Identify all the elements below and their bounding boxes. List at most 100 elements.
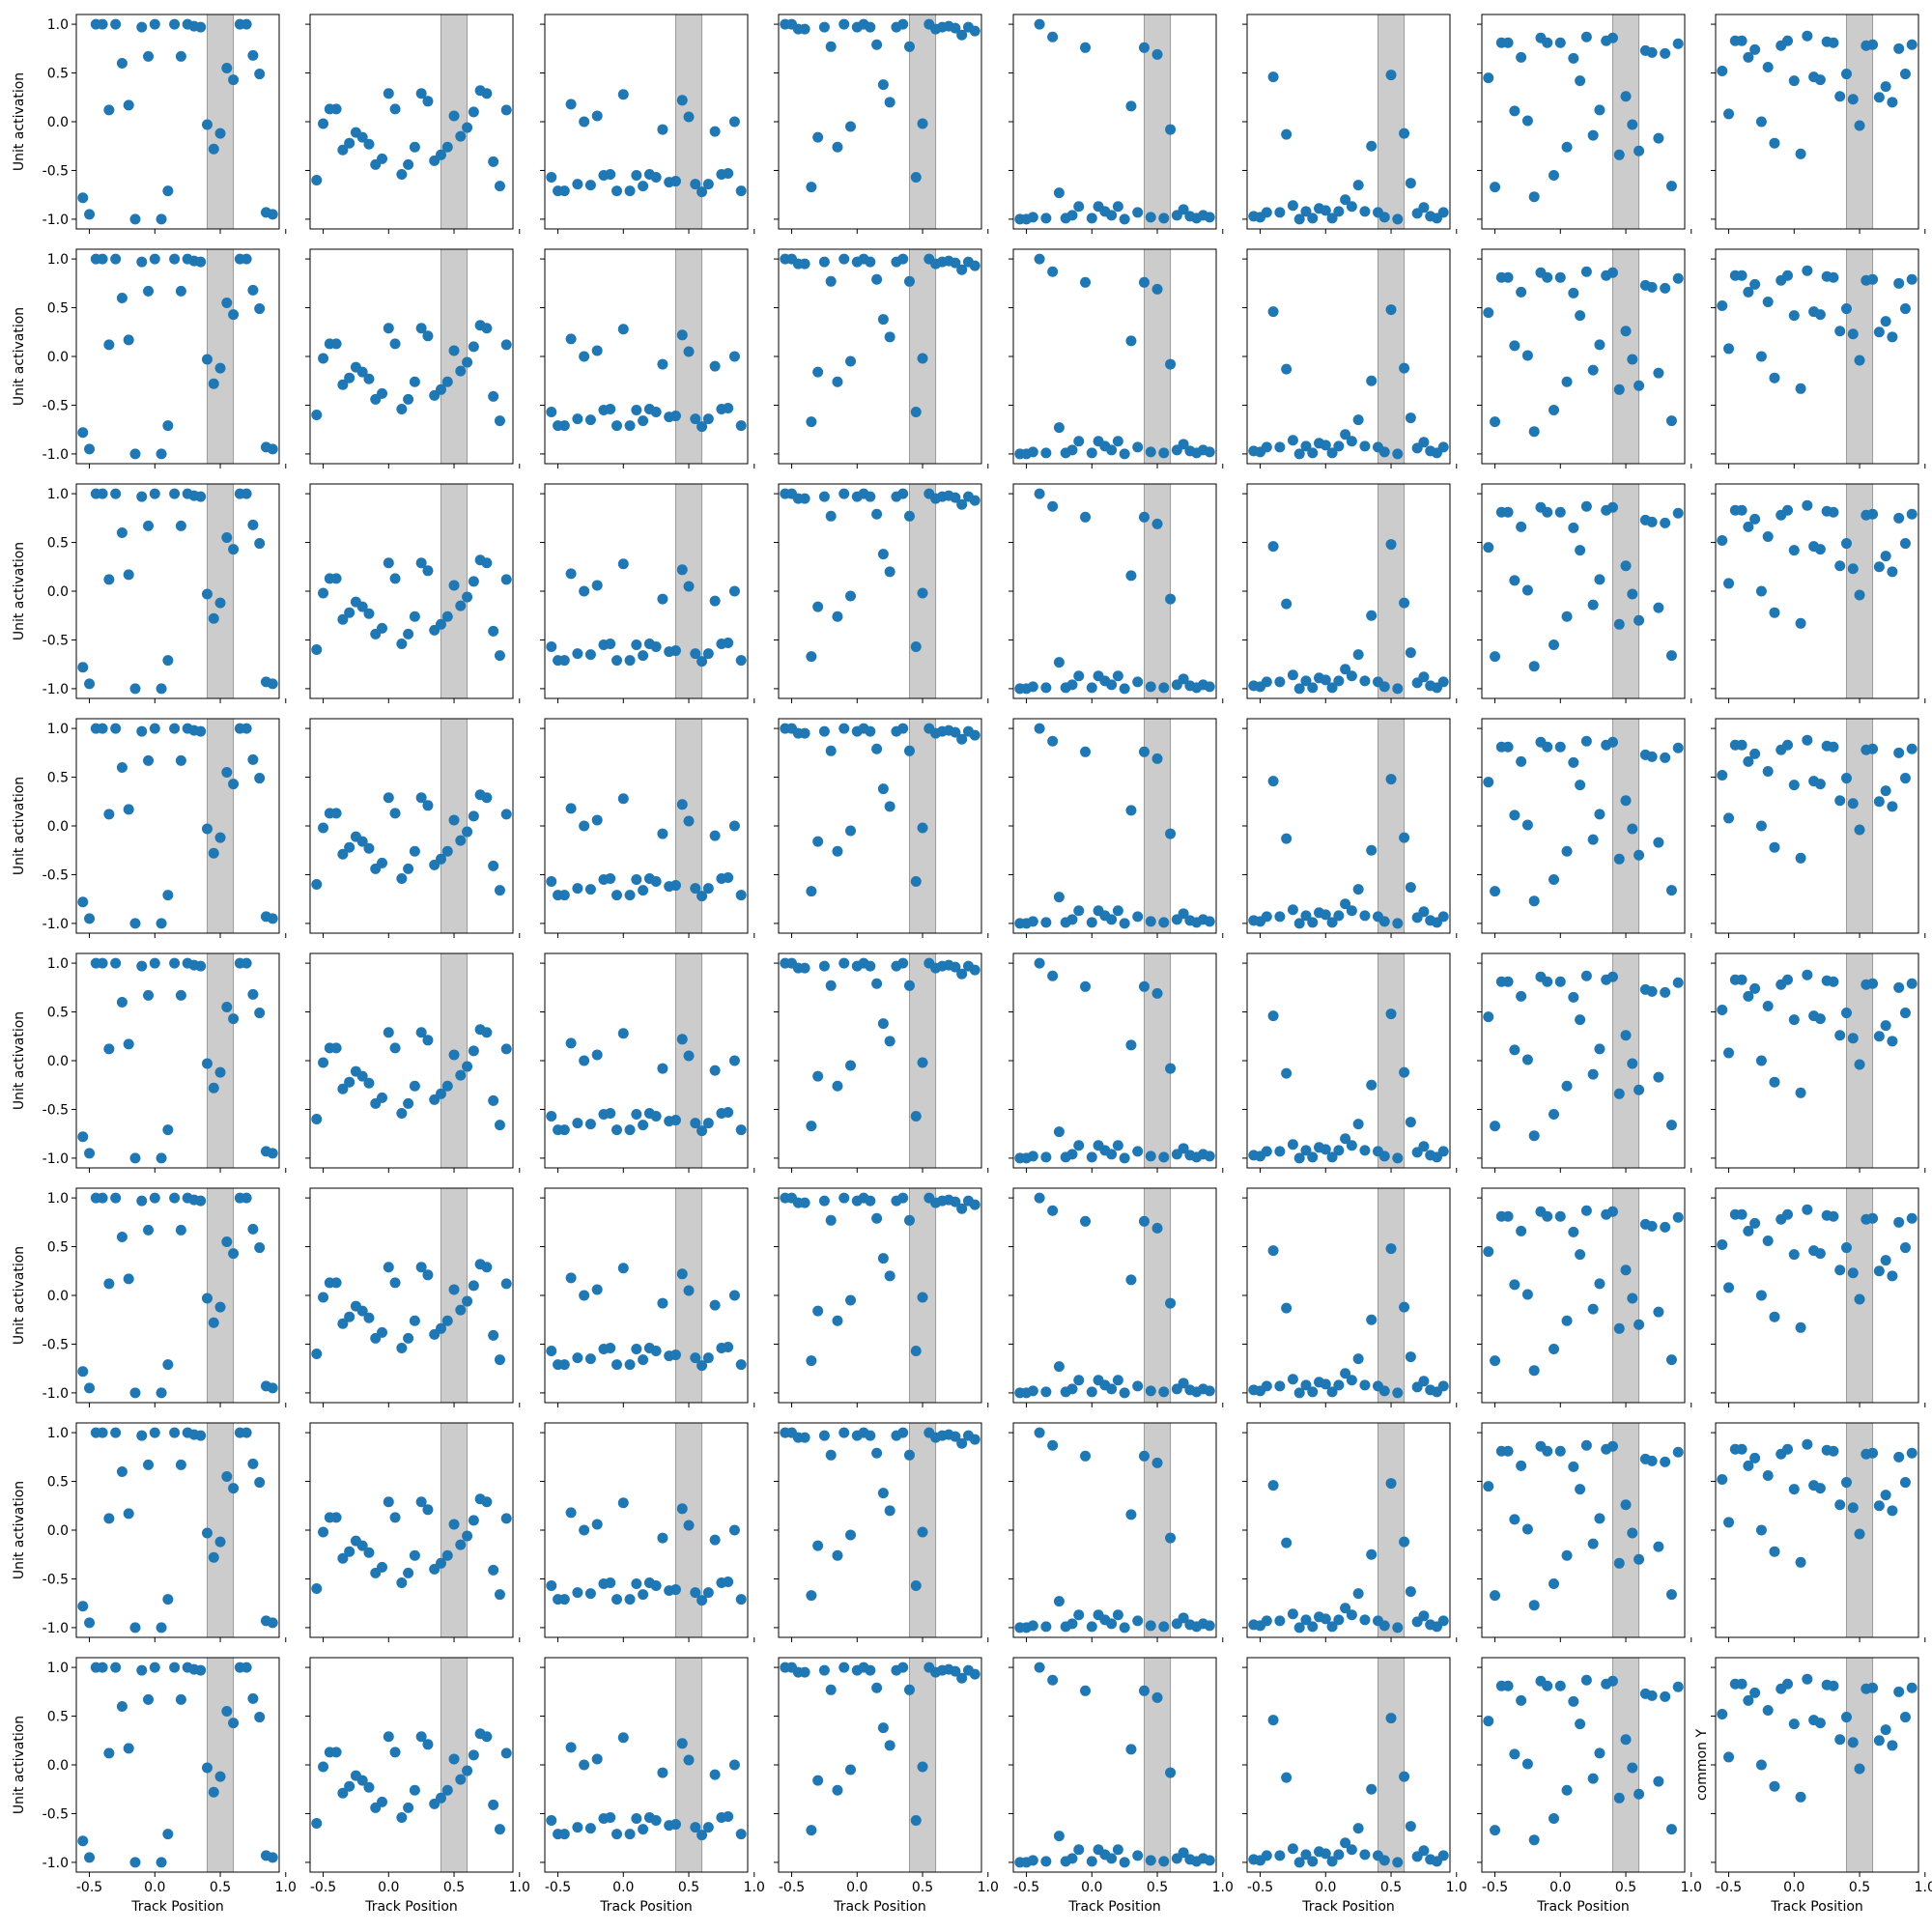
data-point	[129, 1857, 141, 1868]
data-point	[1660, 752, 1671, 763]
data-point	[1378, 916, 1390, 927]
data-point	[877, 549, 889, 560]
data-point	[344, 607, 355, 618]
data-point	[579, 351, 590, 362]
data-point	[723, 1810, 734, 1822]
panel-r1-c7	[1711, 248, 1926, 469]
data-point	[1053, 1596, 1065, 1607]
data-point	[175, 1693, 186, 1705]
data-point	[330, 1042, 342, 1054]
data-point	[1509, 575, 1520, 586]
data-point	[311, 1583, 323, 1595]
highlight-band	[440, 1657, 469, 1873]
data-point	[611, 1124, 623, 1136]
data-point	[1261, 1146, 1272, 1157]
data-point	[318, 1292, 329, 1303]
data-point	[624, 1359, 636, 1371]
data-point	[1873, 92, 1885, 103]
data-point	[1802, 969, 1813, 980]
data-point	[1899, 1712, 1911, 1723]
panel-r1-c5	[1242, 248, 1458, 469]
data-point	[1399, 1301, 1410, 1313]
y-tick-label: 1.0	[47, 722, 69, 737]
data-point	[1887, 1505, 1898, 1517]
data-point	[389, 573, 401, 584]
data-point	[818, 1195, 830, 1207]
data-point	[221, 1236, 233, 1247]
data-point	[1575, 310, 1586, 322]
data-point	[1834, 560, 1846, 572]
data-point	[1053, 1831, 1065, 1842]
data-point	[143, 1693, 155, 1705]
data-point	[1606, 1675, 1618, 1687]
data-point	[1802, 30, 1813, 42]
data-point	[403, 1097, 414, 1109]
data-point	[611, 655, 623, 667]
axes-frame	[1012, 952, 1217, 1169]
data-point	[143, 754, 155, 766]
data-point	[884, 97, 895, 108]
data-point	[208, 1317, 219, 1328]
data-point	[1587, 1068, 1599, 1080]
data-point	[435, 384, 446, 395]
data-point	[422, 96, 434, 107]
panel-r6-c6	[1477, 1422, 1692, 1642]
data-point	[1587, 1303, 1599, 1315]
y-tick-label: 0.0	[47, 1758, 69, 1774]
data-point	[1561, 611, 1573, 622]
data-point	[1769, 137, 1780, 149]
data-point	[950, 961, 961, 973]
data-point	[448, 110, 460, 122]
data-point	[318, 1057, 329, 1068]
data-point	[221, 1706, 233, 1717]
data-point	[1293, 1152, 1305, 1164]
data-point	[1340, 1133, 1351, 1145]
data-point	[605, 1577, 616, 1588]
axes-frame	[75, 14, 280, 230]
data-point	[488, 625, 499, 637]
data-point	[344, 1311, 355, 1322]
data-point	[1528, 1600, 1540, 1611]
data-point	[1620, 326, 1632, 337]
x-tick-label: -0.5	[545, 1880, 571, 1895]
scatter-points	[780, 1192, 980, 1367]
data-point	[1158, 447, 1170, 459]
data-point	[136, 1430, 148, 1441]
data-point	[897, 1662, 909, 1673]
data-point	[267, 678, 278, 690]
data-point	[1047, 1674, 1059, 1686]
data-point	[1660, 1456, 1671, 1467]
scatter-points	[780, 957, 980, 1132]
data-point	[363, 608, 375, 619]
axes-frame	[544, 1187, 749, 1404]
data-point	[1521, 1054, 1533, 1065]
data-point	[1627, 588, 1638, 600]
data-point	[591, 1753, 603, 1765]
data-point	[84, 678, 96, 690]
y-tick-label: 0.0	[47, 1289, 69, 1304]
data-point	[383, 1027, 394, 1038]
data-point	[624, 1594, 636, 1605]
data-point	[1138, 1215, 1150, 1227]
axes-frame	[309, 1422, 514, 1638]
data-point	[1346, 1375, 1357, 1386]
data-point	[1646, 516, 1658, 527]
data-point	[1568, 1461, 1579, 1472]
y-tick-label: 0.5	[47, 536, 69, 552]
axes-frame	[544, 1422, 749, 1638]
data-point	[116, 761, 128, 773]
data-point	[1509, 810, 1520, 821]
data-point	[1646, 281, 1658, 293]
data-point	[676, 1738, 688, 1749]
data-point	[110, 1427, 122, 1438]
data-point	[1320, 674, 1331, 686]
data-point	[728, 1759, 740, 1771]
data-point	[396, 1811, 408, 1823]
data-point	[1502, 1680, 1514, 1691]
scatter-points	[546, 1028, 747, 1137]
data-point	[1073, 905, 1085, 917]
data-point	[1034, 1662, 1045, 1673]
data-point	[136, 491, 148, 502]
